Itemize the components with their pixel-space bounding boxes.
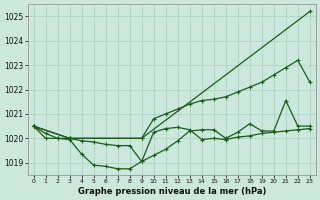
- X-axis label: Graphe pression niveau de la mer (hPa): Graphe pression niveau de la mer (hPa): [77, 187, 266, 196]
